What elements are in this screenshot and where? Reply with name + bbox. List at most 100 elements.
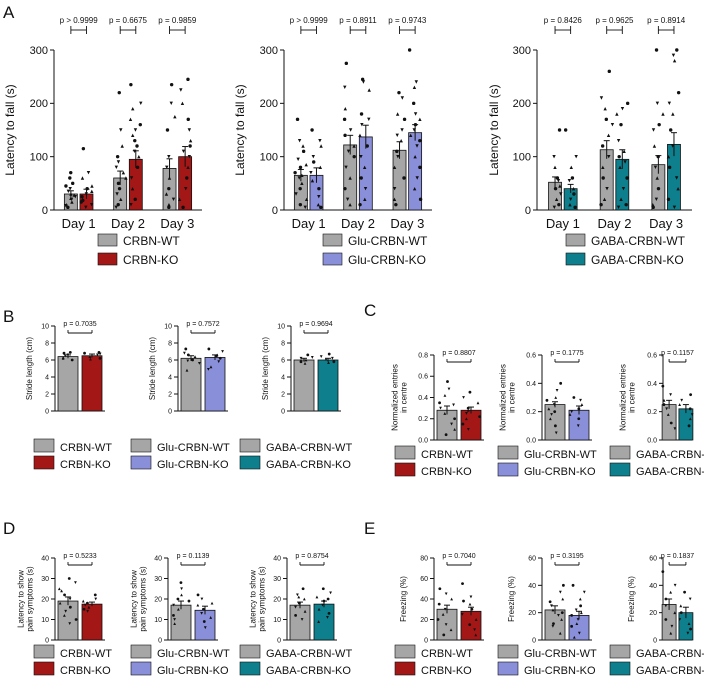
data-point — [620, 106, 625, 111]
data-point — [441, 612, 445, 616]
data-point — [399, 138, 403, 143]
data-point — [188, 138, 193, 143]
data-point — [553, 165, 557, 170]
data-point — [130, 186, 135, 191]
data-point — [181, 205, 185, 210]
chart-c2: 0.0 0.2 0.4 0.6 Normalized entriesin centre p… — [497, 350, 597, 478]
data-point — [413, 154, 417, 159]
data-point — [689, 627, 692, 631]
data-point — [418, 117, 422, 122]
data-point — [688, 407, 692, 411]
data-point — [607, 69, 611, 74]
data-point — [176, 607, 180, 611]
y-tick-label: 0.6 — [647, 352, 657, 359]
data-point — [329, 591, 332, 595]
y-axis-label-line: Normalized entries — [499, 364, 508, 431]
data-point — [577, 631, 581, 635]
data-point — [453, 417, 457, 421]
data-point — [602, 197, 607, 202]
data-point — [570, 614, 574, 617]
data-point — [120, 144, 124, 148]
y-tick-label: 100 — [513, 152, 531, 164]
p-value-label: p = 0.9859 — [158, 16, 197, 25]
bar-wt — [57, 600, 79, 641]
p-value-label: p = 0.1775 — [550, 350, 583, 357]
legend-swatch-wt — [130, 644, 152, 659]
chart-e1: 0 20 40 60 80 Freezing (%) p = 0.7040 CRBN-WT CR… — [394, 553, 484, 676]
p-value-label: p = 0.7035 — [63, 321, 96, 328]
data-point — [577, 407, 581, 411]
data-point — [468, 623, 472, 627]
data-point — [621, 186, 626, 191]
data-point — [557, 614, 560, 617]
x-tick-label: Day 3 — [160, 216, 194, 231]
chart-b1: 0 2 4 6 8 10 Stride length (cm) p = 0.7035 CRBN-… — [25, 321, 112, 471]
data-point — [605, 186, 609, 191]
legend-swatch-gaba_ko — [609, 661, 631, 676]
y-tick-label: 10 — [273, 617, 281, 624]
data-point — [200, 597, 204, 601]
legend-swatch-wt — [33, 438, 55, 453]
bar-wt — [180, 357, 202, 412]
y-tick-label: 0.6 — [526, 352, 536, 359]
data-point — [465, 412, 468, 415]
data-point — [301, 149, 306, 154]
bar-gaba_ko — [678, 408, 694, 441]
data-point — [318, 165, 323, 170]
y-tick-label: 4 — [281, 374, 285, 381]
data-point — [298, 186, 302, 191]
data-point — [115, 192, 119, 196]
legend-swatch-gaba_ko — [239, 661, 261, 676]
data-point — [318, 138, 322, 143]
data-point — [413, 112, 418, 116]
y-tick-label: 0.4 — [526, 381, 536, 388]
p-value-label: p = 0.8911 — [339, 16, 377, 25]
data-point — [186, 77, 190, 82]
data-point — [651, 205, 655, 210]
data-point — [664, 597, 668, 601]
data-point — [98, 352, 102, 356]
data-point — [571, 583, 575, 587]
data-point — [603, 106, 607, 111]
data-point — [83, 603, 87, 607]
legend-swatch-crbn_ko — [33, 661, 55, 676]
data-point — [395, 133, 399, 138]
y-tick-label: 0 — [525, 205, 531, 217]
data-point — [673, 427, 677, 431]
legend-swatch-glu_ko — [322, 252, 343, 266]
data-point — [436, 618, 440, 621]
data-point — [676, 90, 681, 95]
data-point — [558, 590, 562, 594]
chart-a3: 0 100 200 300 Latency to fall (s) Day 1 p = 0.… — [487, 16, 692, 267]
chart-c3: 0.0 0.2 0.4 0.6 Normalized entriesin centre p… — [609, 350, 704, 478]
legend-swatch-wt — [609, 644, 631, 659]
data-point — [62, 614, 66, 617]
y-tick-label: 60 — [528, 555, 536, 562]
data-point — [460, 612, 464, 616]
data-point — [411, 101, 416, 106]
y-tick-label: 0 — [272, 205, 278, 217]
data-point — [616, 205, 621, 210]
data-point — [332, 360, 336, 364]
data-point — [300, 618, 304, 621]
data-point — [315, 595, 319, 599]
chart-d2: 0 10 20 30 40 Latency to showpain symptoms (s… — [130, 553, 230, 676]
data-point — [392, 186, 397, 191]
y-tick-label: 200 — [260, 98, 278, 110]
data-point — [66, 353, 70, 357]
data-point — [173, 622, 177, 625]
data-point — [545, 398, 549, 402]
bar-wt — [293, 359, 315, 412]
data-point — [567, 178, 572, 183]
y-axis-label: Latency to fall (s) — [487, 84, 501, 175]
data-point — [221, 350, 224, 353]
p-value-label: p = 0.5233 — [63, 553, 96, 560]
data-point — [129, 82, 133, 87]
data-point — [474, 633, 478, 637]
legend-swatch-wt — [322, 233, 343, 247]
bar-wt — [289, 604, 311, 641]
data-point — [673, 611, 677, 615]
data-point — [688, 417, 692, 421]
data-point — [461, 582, 464, 586]
